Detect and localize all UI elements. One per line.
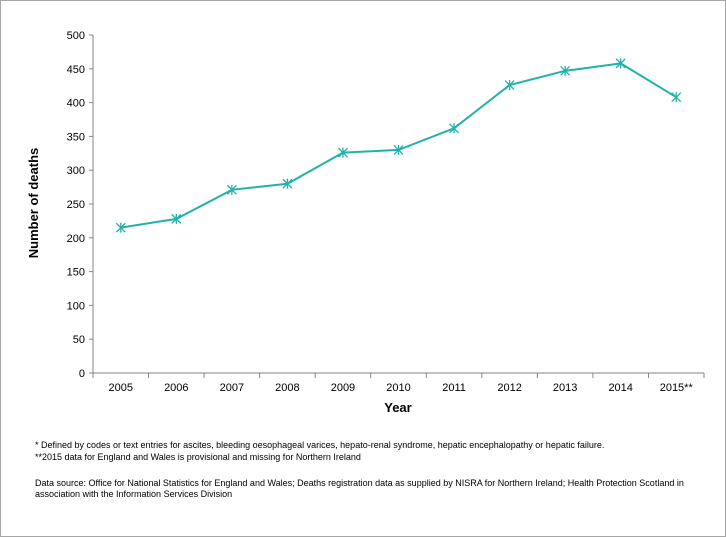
y-tick-label: 0	[79, 368, 85, 380]
y-tick-label: 50	[73, 334, 85, 346]
data-point-marker	[337, 147, 348, 158]
data-point-marker	[504, 80, 515, 91]
y-tick-label: 200	[67, 233, 85, 245]
y-tick-label: 150	[67, 267, 85, 279]
provisional-note: **2015 data for England and Wales is pro…	[35, 452, 361, 462]
definition-note: * Defined by codes or text entries for a…	[35, 440, 605, 450]
data-point-marker	[671, 92, 682, 103]
y-tick-label: 250	[67, 199, 85, 211]
x-tick-label: 2008	[275, 382, 299, 394]
x-tick-label: 2011	[442, 382, 466, 394]
data-point-marker	[560, 65, 571, 76]
y-axis-title: Number of deaths	[26, 148, 41, 259]
data-source-note-line2: association with the Information Service…	[35, 489, 233, 499]
x-tick-label: 2005	[109, 382, 133, 394]
y-tick-label: 400	[67, 98, 85, 110]
x-tick-label: 2014	[608, 382, 632, 394]
x-tick-label: 2006	[164, 382, 188, 394]
x-tick-label: 2009	[331, 382, 355, 394]
y-tick-label: 500	[67, 30, 85, 42]
x-tick-label: 2015**	[660, 382, 694, 394]
data-point-marker	[115, 222, 126, 233]
x-tick-label: 2013	[553, 382, 577, 394]
series-group	[115, 58, 682, 233]
data-point-marker	[615, 58, 626, 69]
x-axis-title: Year	[384, 400, 411, 415]
x-tick-label: 2012	[497, 382, 521, 394]
y-axis: 0 50 100 150 200 250 300 350 400 450 500	[67, 30, 94, 380]
y-tick-label: 450	[67, 64, 85, 76]
x-tick-label: 2010	[386, 382, 410, 394]
data-point-marker	[393, 144, 404, 155]
data-point-marker	[171, 213, 182, 224]
y-tick-label: 350	[67, 131, 85, 143]
data-point-marker	[226, 184, 237, 195]
x-tick-label: 2007	[220, 382, 244, 394]
y-tick-label: 100	[67, 300, 85, 312]
x-axis: 2005 2006 2007 2008 2009 2010 2011 2012 2013 2014…	[92, 372, 705, 394]
y-tick-label: 300	[67, 165, 85, 177]
data-point-marker	[449, 123, 460, 134]
data-source-note-line1: Data source: Office for National Statist…	[35, 478, 684, 488]
data-point-marker	[282, 178, 293, 189]
